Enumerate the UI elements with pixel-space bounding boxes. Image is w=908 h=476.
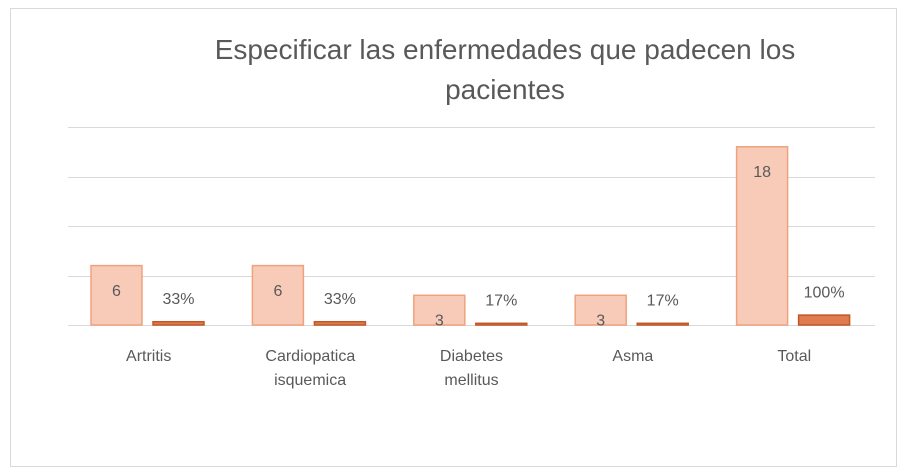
data-label: 6 xyxy=(273,283,282,300)
bar xyxy=(735,146,789,326)
chart-title: Especificar las enfermedades que padecen… xyxy=(214,34,796,105)
bar xyxy=(152,320,205,326)
data-label: 18 xyxy=(753,164,771,181)
x-tick-label: Diabetes mellitus xyxy=(439,348,504,389)
bar xyxy=(313,320,367,326)
x-tick-label: Asma xyxy=(612,348,654,365)
x-tick-label: Cardiopatica isquemica xyxy=(265,348,356,389)
data-label: 33% xyxy=(162,291,194,308)
x-label-box: Diabetes mellitus xyxy=(439,348,504,389)
data-label: 3 xyxy=(596,313,605,330)
x-label-box: Total xyxy=(777,348,812,365)
data-label: 3 xyxy=(435,313,444,330)
data-label: 100% xyxy=(804,284,845,301)
data-label: 17% xyxy=(647,293,679,310)
x-label-box: Cardiopatica isquemica xyxy=(265,348,356,389)
x-tick-label: Total xyxy=(777,348,812,365)
x-label-box: Artritis xyxy=(126,348,172,365)
bar xyxy=(251,264,305,326)
bar xyxy=(90,264,143,326)
x-tick-label: Artritis xyxy=(126,348,172,365)
bar xyxy=(636,322,689,326)
data-label: 6 xyxy=(112,283,121,300)
data-label: 33% xyxy=(324,291,356,308)
x-label-box: Asma xyxy=(612,348,654,365)
bar xyxy=(797,314,851,326)
title-box: Especificar las enfermedades que padecen… xyxy=(214,34,796,105)
bar xyxy=(574,294,627,326)
bar xyxy=(413,294,466,326)
bar xyxy=(475,322,528,326)
data-label: 17% xyxy=(485,293,517,310)
